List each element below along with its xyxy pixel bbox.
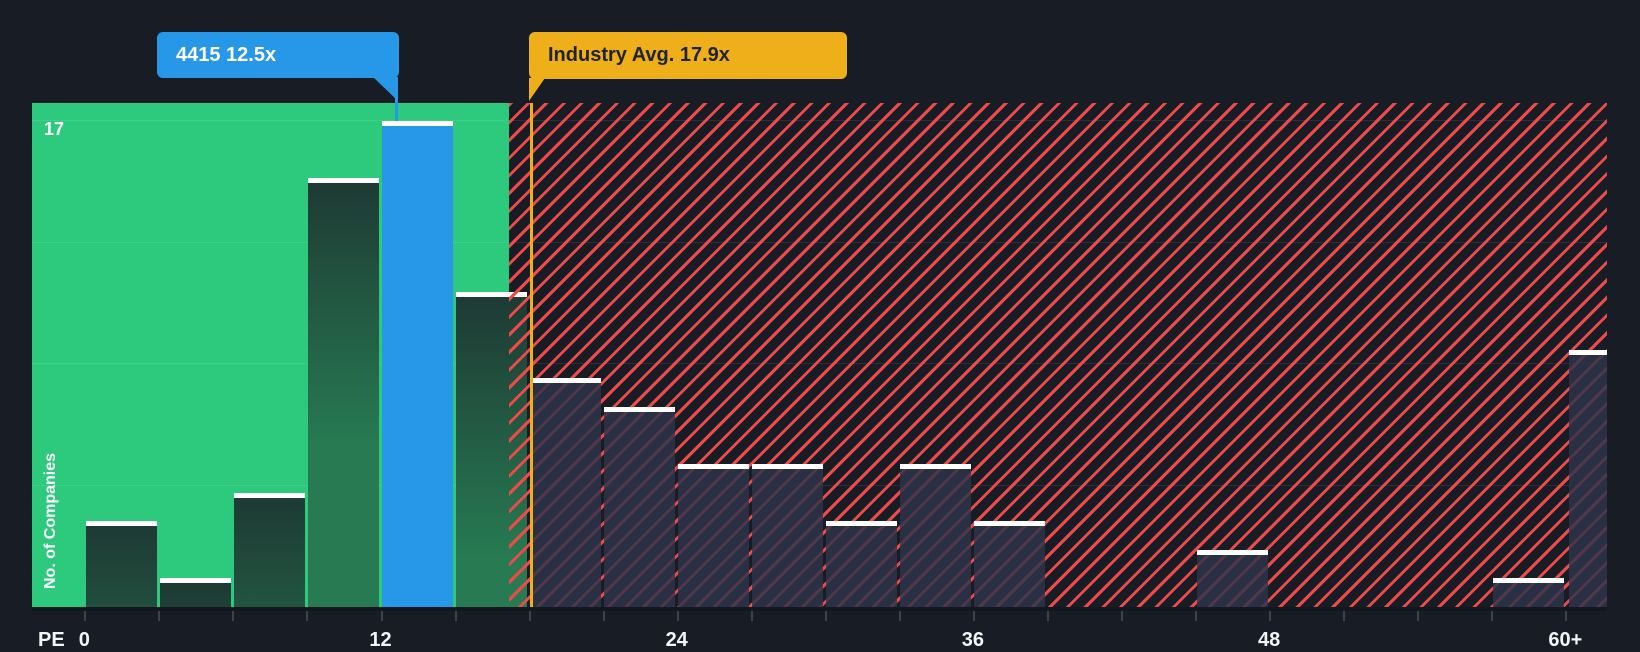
x-tick [750,611,753,621]
x-tick [1491,611,1494,621]
bar-30-33[interactable] [826,521,898,607]
x-tick [1121,611,1123,621]
x-tick-label-60+: 60+ [1548,629,1583,651]
x-tick-label-0: 0 [78,629,90,651]
x-tick [1046,611,1049,621]
bar-18-21[interactable] [530,378,602,607]
x-tick [454,611,457,621]
company-callout-tail [373,77,398,101]
bar-6-9[interactable] [233,492,305,607]
x-tick [84,611,87,621]
bar-36-39[interactable] [974,521,1046,607]
x-tick [676,611,679,621]
bar-60+[interactable] [1569,349,1607,607]
x-tick [306,611,309,621]
industry-average-line [529,103,533,607]
y-axis-title: No. of Companies [42,452,59,589]
x-tick [602,611,605,621]
bar-57-60[interactable] [1492,578,1564,607]
x-tick [972,611,975,621]
bar-3-6[interactable] [159,578,231,607]
x-tick [1565,611,1568,621]
x-tick-label-24: 24 [665,629,688,651]
x-tick-label-12: 12 [369,629,392,651]
bar-33-36[interactable] [900,464,972,607]
x-tick [824,611,827,621]
x-tick [380,611,383,621]
bar-45-48[interactable] [1196,549,1268,607]
x-tick [232,611,235,621]
x-tick-label-48: 48 [1257,629,1281,651]
x-tick-label-36: 36 [961,629,985,651]
bar-27-30[interactable] [752,464,824,607]
bar-0-3[interactable] [85,521,157,607]
y-axis-max-label: 17 [44,119,65,139]
x-axis-line [32,607,1607,611]
company-pe-callout: 4415 12.5x [157,32,399,78]
x-tick [158,611,161,621]
industry-average-callout: Industry Avg. 17.9x [529,32,847,79]
x-tick [898,611,901,621]
industry-callout-tail [529,78,545,101]
x-tick [1195,611,1198,621]
x-tick [1343,611,1346,621]
x-tick [528,611,531,621]
bar-12-15-highlight[interactable] [382,120,453,607]
x-tick [1417,611,1420,621]
bar-9-12[interactable] [307,178,379,607]
plot-area [32,103,1607,607]
x-tick [1269,611,1272,621]
bar-21-24[interactable] [604,406,676,607]
bar-24-27[interactable] [678,464,750,607]
x-axis-title: PE [38,629,65,651]
